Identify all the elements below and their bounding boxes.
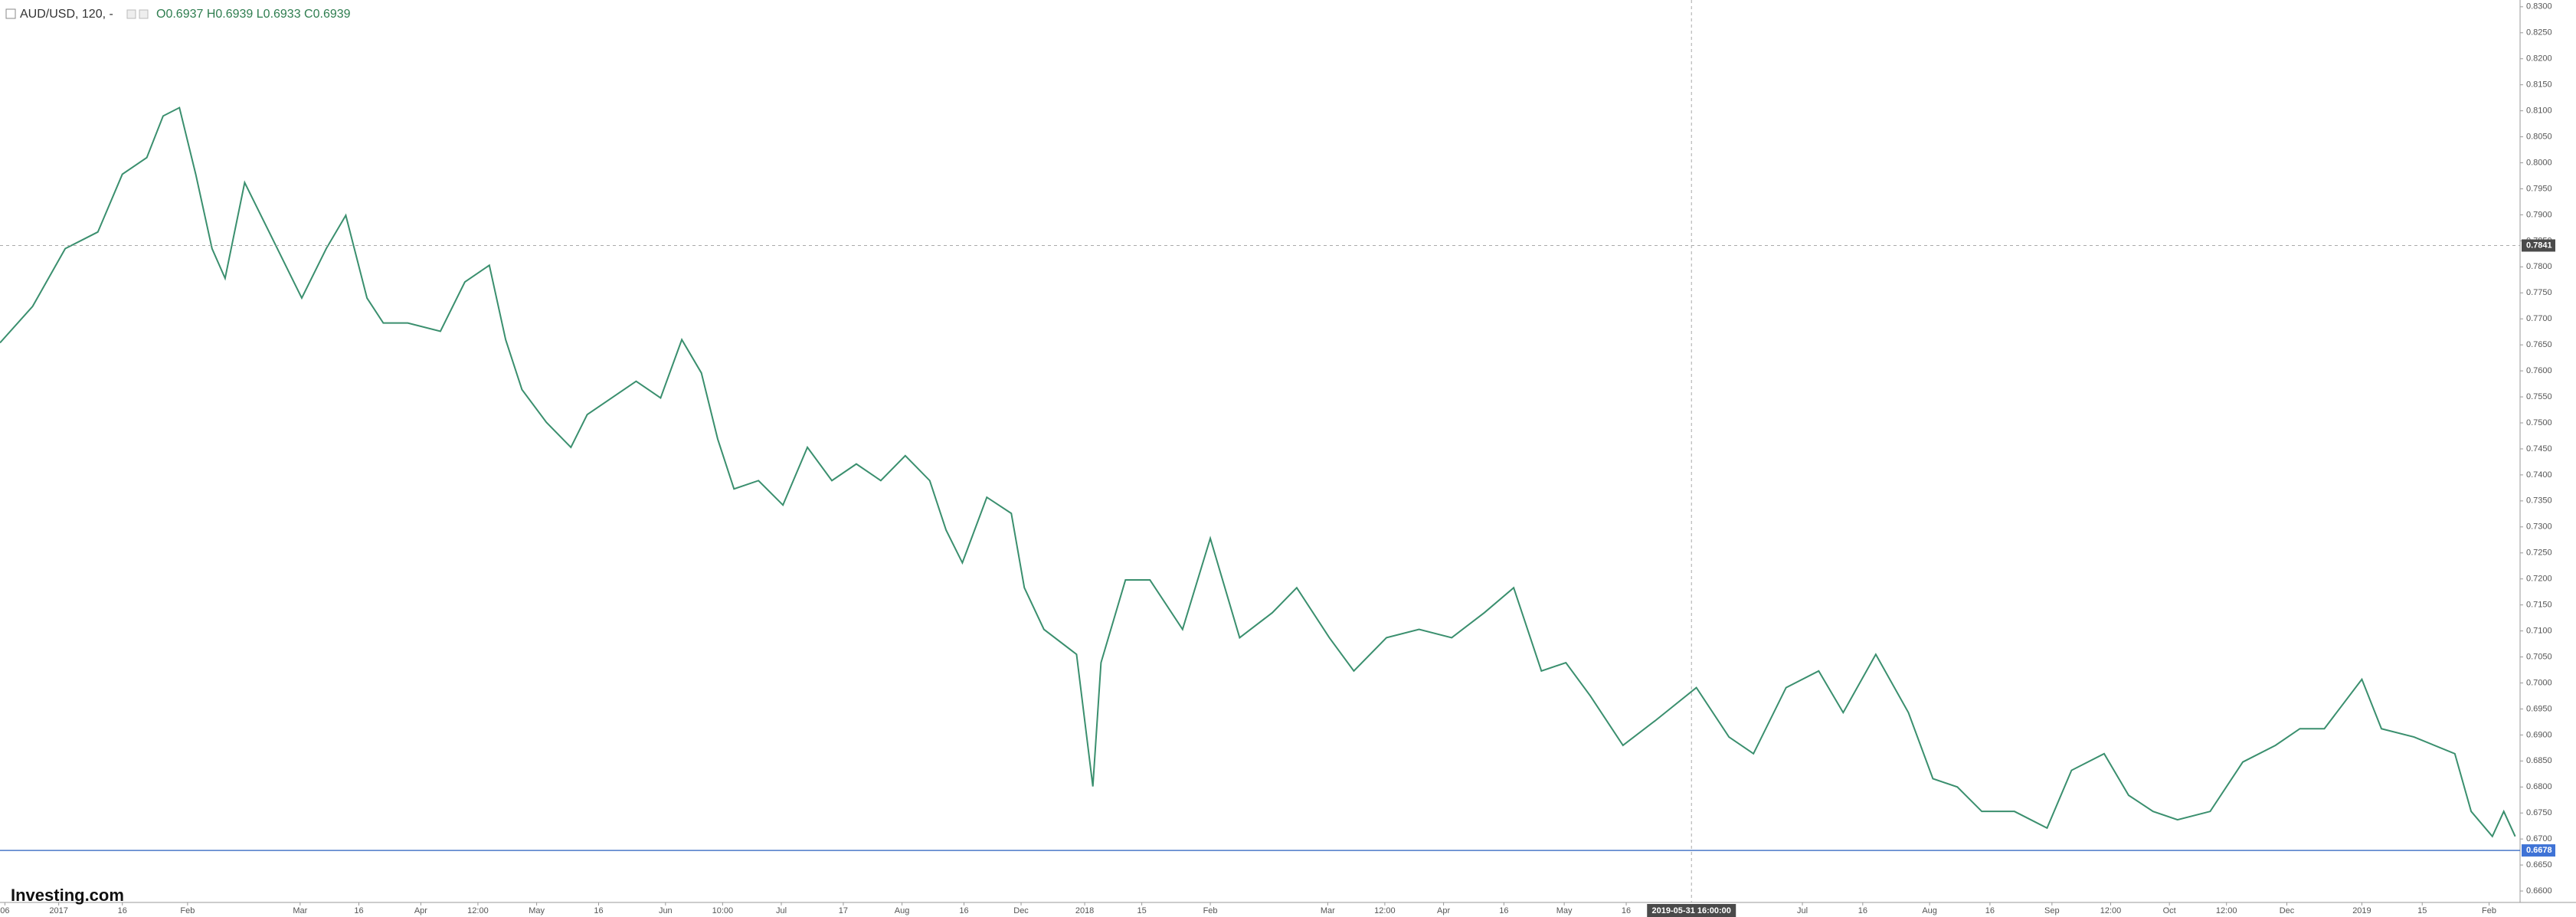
y-tick-label: 0.7950 [2526, 184, 2552, 193]
x-tick-label: 10:00 [712, 906, 734, 915]
x-tick-label: 12:00 [1374, 906, 1396, 915]
x-tick-label: 2018 [1075, 906, 1094, 915]
x-tick-label: Apr [414, 906, 427, 915]
x-tick-label: 2019 [2352, 906, 2371, 915]
y-tick-label: 0.7800 [2526, 262, 2552, 271]
x-tick-label: 15 [2417, 906, 2427, 915]
x-tick-label: Apr [1437, 906, 1450, 915]
collapse-button[interactable] [5, 8, 16, 19]
y-tick-label: 0.7500 [2526, 418, 2552, 427]
y-tick-label: 0.7550 [2526, 392, 2552, 401]
x-tick-label: 16 [1858, 906, 1867, 915]
x-tick-label: Aug [1922, 906, 1937, 915]
x-tick-label: Mar [293, 906, 307, 915]
y-tick-label: 0.7650 [2526, 340, 2552, 349]
y-tick-label: 0.7200 [2526, 575, 2552, 584]
x-tick-label: Jun [659, 906, 673, 915]
x-tick-label: 12:00 [2100, 906, 2122, 915]
logo: Investing.com [11, 886, 124, 905]
y-tick-label: 0.6900 [2526, 730, 2552, 739]
y-tick-label: 0.8050 [2526, 132, 2552, 141]
y-tick-label: 0.7750 [2526, 288, 2552, 297]
y-tick-label: 0.6850 [2526, 756, 2552, 765]
y-tick-label: 0.7250 [2526, 549, 2552, 558]
crosshair-time-label: 2019-05-31 16:00:00 [1652, 906, 1731, 915]
x-tick-label: Feb [2482, 906, 2496, 915]
y-tick-label: 0.7350 [2526, 496, 2552, 506]
x-tick-label: Sep [2044, 906, 2060, 915]
ohlc: O0.6937 H0.6939 L0.6933 C0.6939 [156, 8, 351, 21]
y-tick-label: 0.8250 [2526, 28, 2552, 38]
x-tick-label: 16 [1985, 906, 1995, 915]
x-tick-label: 16 [1499, 906, 1508, 915]
x-tick-label: 15 [1137, 906, 1146, 915]
symbol: AUD/USD, 120, - [20, 8, 113, 21]
y-tick-label: 0.6750 [2526, 808, 2552, 817]
toggle[interactable] [126, 9, 136, 19]
x-tick-label: 16 [1622, 906, 1631, 915]
x-tick-label: Jul [776, 906, 787, 915]
x-tick-label: 06 [0, 906, 9, 915]
y-tick-label: 0.7400 [2526, 470, 2552, 480]
x-tick-label: 16 [354, 906, 363, 915]
crosshair-price-box [2522, 239, 2555, 252]
x-tick-label: May [529, 906, 545, 915]
x-tick-label: 17 [839, 906, 848, 915]
y-tick-label: 0.8300 [2526, 2, 2552, 11]
x-tick-label: Dec [2280, 906, 2295, 915]
price-line [0, 106, 2516, 838]
y-tick-label: 0.7300 [2526, 522, 2552, 532]
x-tick-label: 12:00 [2216, 906, 2237, 915]
x-tick-label: Feb [180, 906, 195, 915]
y-tick-label: 0.7900 [2526, 210, 2552, 219]
y-tick-label: 0.6700 [2526, 834, 2552, 843]
y-tick-label: 0.6600 [2526, 886, 2552, 896]
toggle[interactable] [139, 9, 149, 19]
y-tick-label: 0.7450 [2526, 444, 2552, 454]
y-tick-label: 0.6950 [2526, 704, 2552, 713]
y-tick-label: 0.6650 [2526, 860, 2552, 870]
x-tick-label: Jul [1797, 906, 1808, 915]
x-tick-label: Feb [1203, 906, 1218, 915]
x-tick-label: 12:00 [467, 906, 489, 915]
last-price-label: 0.6678 [2526, 846, 2552, 855]
y-tick-label: 0.7600 [2526, 366, 2552, 375]
y-tick-label: 0.8000 [2526, 158, 2552, 167]
y-tick-label: 0.7100 [2526, 626, 2552, 635]
x-tick-label: Dec [1013, 906, 1029, 915]
x-tick-label: Mar [1321, 906, 1335, 915]
crosshair-price-label: 0.7841 [2526, 241, 2552, 250]
last-price-box [2522, 844, 2555, 857]
crosshair-time-box [1647, 904, 1736, 917]
y-tick-label: 0.6800 [2526, 782, 2552, 791]
x-tick-label: Oct [2163, 906, 2176, 915]
y-tick-label: 0.7000 [2526, 678, 2552, 687]
x-tick-label: 16 [118, 906, 127, 915]
x-tick-label: Aug [895, 906, 910, 915]
x-tick-label: May [1556, 906, 1573, 915]
y-tick-label: 0.7700 [2526, 314, 2552, 323]
y-tick-label: 0.7150 [2526, 601, 2552, 610]
x-tick-label: 16 [959, 906, 968, 915]
y-tick-label: 0.8100 [2526, 106, 2552, 116]
y-tick-label: 0.7050 [2526, 652, 2552, 661]
x-tick-label: 2017 [49, 906, 67, 915]
x-tick-label: 16 [594, 906, 603, 915]
y-tick-label: 0.8200 [2526, 54, 2552, 64]
y-tick-label: 0.8150 [2526, 80, 2552, 90]
